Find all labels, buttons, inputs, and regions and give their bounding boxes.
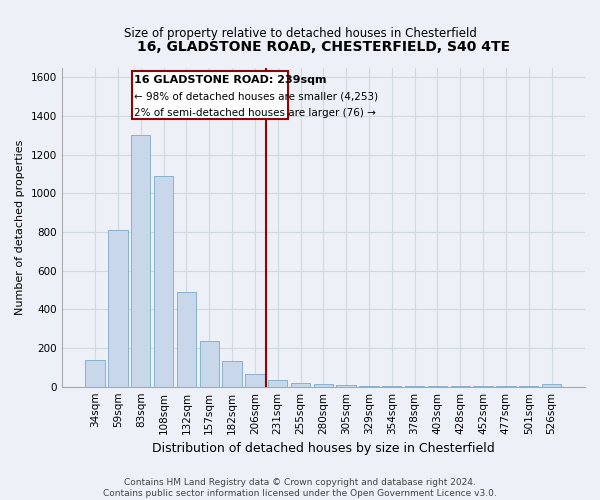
FancyBboxPatch shape	[131, 70, 288, 119]
Text: Size of property relative to detached houses in Chesterfield: Size of property relative to detached ho…	[124, 28, 476, 40]
Bar	[200, 341, 219, 386]
Bar	[291, 383, 310, 386]
Bar	[314, 384, 333, 386]
Bar	[337, 384, 356, 386]
Title: 16, GLADSTONE ROAD, CHESTERFIELD, S40 4TE: 16, GLADSTONE ROAD, CHESTERFIELD, S40 4T…	[137, 40, 510, 54]
Bar	[154, 176, 173, 386]
Bar	[108, 230, 128, 386]
Text: ← 98% of detached houses are smaller (4,253): ← 98% of detached houses are smaller (4,…	[134, 92, 378, 102]
Bar	[177, 292, 196, 386]
Y-axis label: Number of detached properties: Number of detached properties	[15, 140, 25, 315]
Text: 16 GLADSTONE ROAD: 239sqm: 16 GLADSTONE ROAD: 239sqm	[134, 76, 326, 86]
X-axis label: Distribution of detached houses by size in Chesterfield: Distribution of detached houses by size …	[152, 442, 495, 455]
Bar	[85, 360, 105, 386]
Bar	[245, 374, 265, 386]
Text: Contains HM Land Registry data © Crown copyright and database right 2024.
Contai: Contains HM Land Registry data © Crown c…	[103, 478, 497, 498]
Bar	[131, 136, 151, 386]
Text: 2% of semi-detached houses are larger (76) →: 2% of semi-detached houses are larger (7…	[134, 108, 376, 118]
Bar	[223, 360, 242, 386]
Bar	[268, 380, 287, 386]
Bar	[542, 384, 561, 386]
